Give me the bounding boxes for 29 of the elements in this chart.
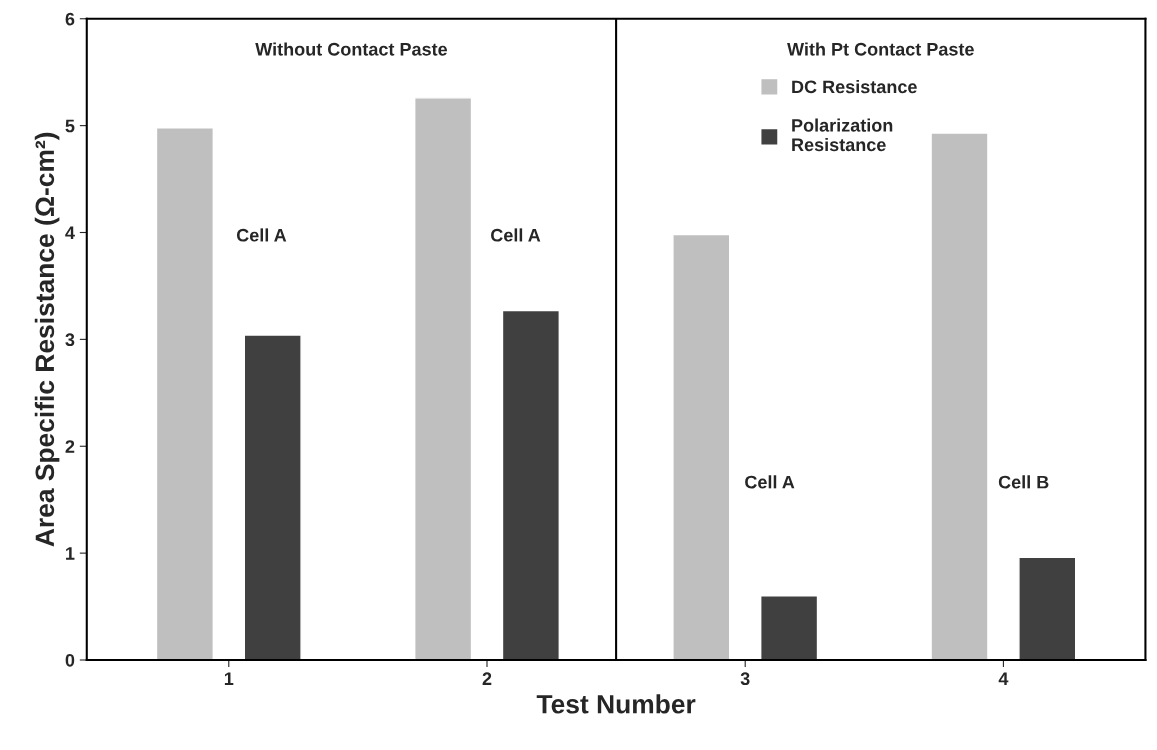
bar [155,127,214,660]
y-tick-label: 6 [65,12,75,26]
bar [501,309,560,660]
y-tick-label: 3 [65,333,75,347]
annotation: Cell A [745,475,795,489]
bar [414,97,473,660]
y-axis-title: Area Specific Resistance (Ω-cm²) [34,132,60,547]
bar [930,132,989,660]
annotation: Cell A [491,228,541,242]
annotation: Without Contact Paste [255,42,448,56]
x-tick-label: 4 [998,672,1009,685]
legend-label: DC Resistance [792,79,917,94]
bar [243,334,302,660]
x-tick-label: 1 [224,672,234,685]
y-tick-label: 0 [65,653,75,667]
bar [672,233,731,660]
annotation: With Pt Contact Paste [787,42,974,56]
legend-label: Polarization Resistance [792,118,893,152]
y-tick-label: 1 [66,547,75,560]
annotation: Cell B [998,475,1049,489]
x-axis-title: Test Number [536,694,696,714]
y-tick-label: 4 [65,226,75,240]
x-tick-label: 2 [482,672,492,685]
y-tick-label: 2 [65,440,75,453]
x-tick-label: 3 [740,672,750,686]
bar [760,595,819,660]
annotation: Cell A [236,228,287,242]
bar [1018,556,1077,660]
y-tick-label: 5 [65,119,75,133]
